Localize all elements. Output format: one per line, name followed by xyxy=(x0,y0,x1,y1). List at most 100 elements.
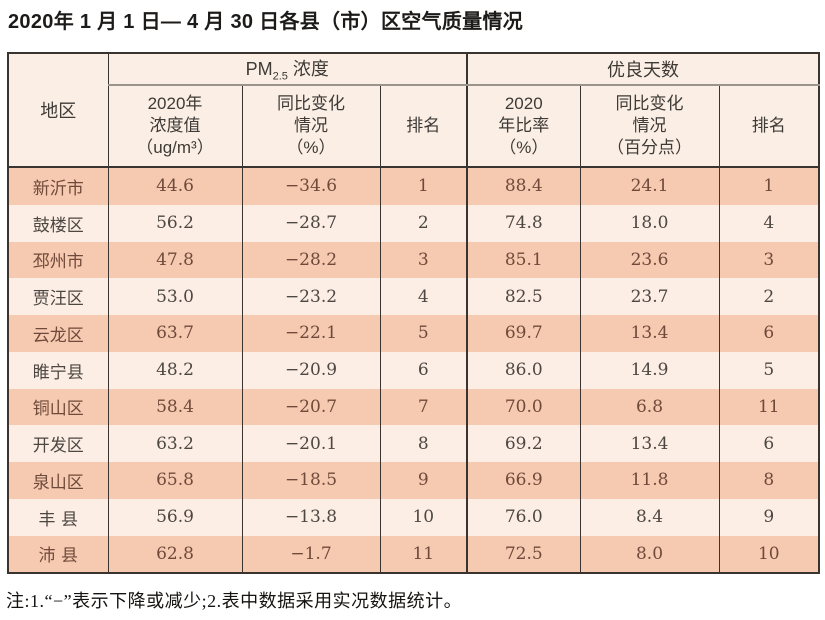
table-header: 地区 PM2.5 浓度 优良天数 2020年 浓度值 （ug/m³） 同比变化 … xyxy=(7,53,820,168)
value-cell: 1 xyxy=(718,167,820,205)
value-cell: 9 xyxy=(718,498,820,536)
region-cell: 铜山区 xyxy=(7,388,109,426)
value-cell: 69.2 xyxy=(466,425,581,462)
value-cell: 62.8 xyxy=(107,535,243,574)
value-cell: 1 xyxy=(379,167,469,205)
value-cell: 47.8 xyxy=(107,241,243,279)
value-cell: 6 xyxy=(718,315,820,352)
value-cell: 66.9 xyxy=(466,462,581,499)
value-cell: 63.7 xyxy=(107,315,243,352)
header-good-ratio: 2020 年比率 （%） xyxy=(466,85,581,168)
table-row: 睢宁县 48.2 −20.9 6 86.0 14.9 5 xyxy=(7,351,820,389)
air-quality-table: 地区 PM2.5 浓度 优良天数 2020年 浓度值 （ug/m³） 同比变化 … xyxy=(7,52,821,575)
value-cell: 74.8 xyxy=(466,204,581,242)
table-row: 新沂市 44.6 −34.6 1 88.4 24.1 1 xyxy=(7,167,820,205)
table-row: 开发区 63.2 −20.1 8 69.2 13.4 6 xyxy=(7,425,820,462)
value-cell: 44.6 xyxy=(107,167,243,205)
value-cell: −18.5 xyxy=(241,462,381,499)
value-cell: −28.2 xyxy=(241,241,381,279)
value-cell: 8 xyxy=(379,425,469,462)
value-cell: 24.1 xyxy=(579,167,720,205)
value-cell: 8 xyxy=(718,462,820,499)
header-good-change: 同比变化 情况 （百分点） xyxy=(579,85,720,168)
value-cell: 10 xyxy=(379,498,469,536)
region-cell: 鼓楼区 xyxy=(7,204,109,242)
value-cell: 56.9 xyxy=(107,498,243,536)
value-cell: 11 xyxy=(379,535,469,574)
value-cell: −34.6 xyxy=(241,167,381,205)
value-cell: 82.5 xyxy=(466,278,581,315)
region-cell: 泉山区 xyxy=(7,462,109,499)
header-pm-change: 同比变化 情况 （%） xyxy=(241,85,381,168)
page-title: 2020年 1 月 1 日— 4 月 30 日各县（市）区空气质量情况 xyxy=(8,11,524,33)
header-sub-row: 2020年 浓度值 （ug/m³） 同比变化 情况 （%） 排名 2020 年比… xyxy=(8,85,820,168)
value-cell: 18.0 xyxy=(579,204,720,242)
table-row: 丰 县 56.9 −13.8 10 76.0 8.4 9 xyxy=(7,498,820,536)
value-cell: 23.7 xyxy=(579,278,720,315)
value-cell: 69.7 xyxy=(466,315,581,352)
value-cell: 4 xyxy=(379,278,469,315)
table-row: 贾汪区 53.0 −23.2 4 82.5 23.7 2 xyxy=(7,278,820,315)
value-cell: 3 xyxy=(379,241,469,279)
table-row: 云龙区 63.7 −22.1 5 69.7 13.4 6 xyxy=(7,315,820,352)
table-row: 沛 县 62.8 −1.7 11 72.5 8.0 10 xyxy=(7,535,820,574)
value-cell: 2 xyxy=(718,278,820,315)
value-cell: −20.9 xyxy=(241,351,381,389)
value-cell: 3 xyxy=(718,241,820,279)
value-cell: 8.4 xyxy=(579,498,720,536)
value-cell: 13.4 xyxy=(579,425,720,462)
table-row: 鼓楼区 56.2 −28.7 2 74.8 18.0 4 xyxy=(7,204,820,242)
value-cell: 23.6 xyxy=(579,241,720,279)
value-cell: 11.8 xyxy=(579,462,720,499)
value-cell: −1.7 xyxy=(241,535,381,574)
footnote: 注:1.“−”表示下降或减少;2.表中数据采用实况数据统计。 xyxy=(6,591,463,612)
value-cell: 70.0 xyxy=(466,388,581,426)
value-cell: 10 xyxy=(718,535,820,574)
value-cell: 7 xyxy=(379,388,469,426)
value-cell: 8.0 xyxy=(579,535,720,574)
table-row: 铜山区 58.4 −20.7 7 70.0 6.8 11 xyxy=(7,388,820,426)
table-row: 邳州市 47.8 −28.2 3 85.1 23.6 3 xyxy=(7,241,820,279)
header-group-row: 地区 PM2.5 浓度 优良天数 xyxy=(7,53,820,168)
value-cell: 11 xyxy=(718,388,820,426)
header-region: 地区 xyxy=(7,53,109,168)
value-cell: 48.2 xyxy=(107,351,243,389)
value-cell: 58.4 xyxy=(107,388,243,426)
region-cell: 睢宁县 xyxy=(7,351,109,389)
region-cell: 新沂市 xyxy=(7,167,109,205)
value-cell: −28.7 xyxy=(241,204,381,242)
table-row: 泉山区 65.8 −18.5 9 66.9 11.8 8 xyxy=(7,462,820,499)
value-cell: 63.2 xyxy=(107,425,243,462)
header-group-pm25: PM2.5 浓度 xyxy=(107,53,469,86)
value-cell: 88.4 xyxy=(466,167,581,205)
value-cell: 9 xyxy=(379,462,469,499)
value-cell: −13.8 xyxy=(241,498,381,536)
region-cell: 沛 县 xyxy=(7,535,109,574)
value-cell: 6 xyxy=(718,425,820,462)
value-cell: 56.2 xyxy=(107,204,243,242)
table-body: 新沂市 44.6 −34.6 1 88.4 24.1 1 鼓楼区 56.2 −28.7 2 74.8 1… xyxy=(7,167,820,574)
value-cell: 5 xyxy=(379,315,469,352)
value-cell: −23.2 xyxy=(241,278,381,315)
region-cell: 丰 县 xyxy=(7,498,109,536)
value-cell: 6 xyxy=(379,351,469,389)
pm25-label: PM2.5 浓度 xyxy=(245,59,329,83)
value-cell: 86.0 xyxy=(466,351,581,389)
value-cell: 65.8 xyxy=(107,462,243,499)
header-pm-value: 2020年 浓度值 （ug/m³） xyxy=(107,85,243,168)
value-cell: 13.4 xyxy=(579,315,720,352)
value-cell: 5 xyxy=(718,351,820,389)
header-group-good-days: 优良天数 xyxy=(466,53,820,86)
pm25-subscript: 2.5 xyxy=(272,70,288,83)
region-cell: 开发区 xyxy=(7,425,109,462)
value-cell: −20.1 xyxy=(241,425,381,462)
value-cell: 85.1 xyxy=(466,241,581,279)
value-cell: 76.0 xyxy=(466,498,581,536)
value-cell: 14.9 xyxy=(579,351,720,389)
region-cell: 云龙区 xyxy=(7,315,109,352)
value-cell: 6.8 xyxy=(579,388,720,426)
value-cell: 53.0 xyxy=(107,278,243,315)
value-cell: 4 xyxy=(718,204,820,242)
value-cell: 2 xyxy=(379,204,469,242)
value-cell: 72.5 xyxy=(466,535,581,574)
